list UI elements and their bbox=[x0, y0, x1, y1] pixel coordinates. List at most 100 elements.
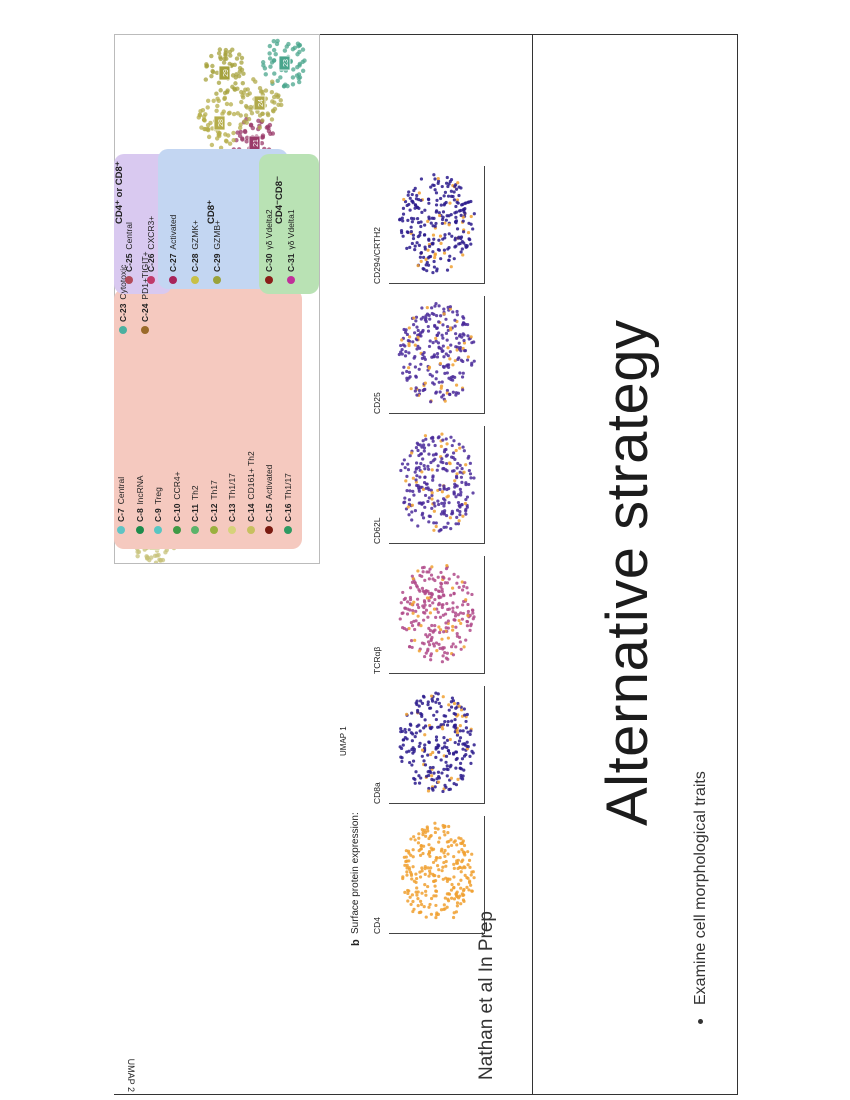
umap-cluster-28 bbox=[196, 95, 243, 150]
marker-plot-cd62l bbox=[389, 426, 485, 544]
bullet-text: Examine cell morphological traits bbox=[692, 771, 709, 1005]
legend-cluster-label: lncRNA bbox=[134, 475, 145, 505]
marker-scatter bbox=[398, 691, 476, 794]
slide-title: Alternative strategy bbox=[595, 319, 660, 826]
legend-swatch-icon bbox=[135, 526, 144, 534]
legend-cluster-id: C-27 bbox=[168, 253, 178, 272]
legend-cluster-id: C-29 bbox=[212, 253, 222, 272]
legend-item-c-25: C-25 Central bbox=[124, 222, 134, 284]
legend-item-c-8: C-8 lncRNA bbox=[135, 475, 145, 534]
legend-cluster-id: C-10 bbox=[171, 503, 182, 522]
marker-scatter bbox=[397, 302, 476, 404]
legend-cluster-label: Central bbox=[116, 476, 126, 505]
marker-label: CD62L bbox=[372, 517, 382, 544]
legend-swatch-icon bbox=[119, 326, 127, 334]
bullet-dot-icon bbox=[698, 1019, 704, 1024]
legend-cluster-label: GZMK+ bbox=[190, 220, 200, 250]
legend-swatch-icon bbox=[246, 526, 255, 534]
legend-cluster-id: C-26 bbox=[146, 253, 156, 272]
umap-cluster-label: 21 bbox=[253, 139, 260, 147]
legend-swatch-icon bbox=[213, 276, 221, 284]
marker-scatter bbox=[398, 563, 476, 664]
legend-cluster-id: C-25 bbox=[124, 253, 134, 272]
marker-label: TCRαβ bbox=[372, 646, 382, 674]
legend-cluster-label: GZMB+ bbox=[212, 220, 222, 250]
legend-cluster-id: C-30 bbox=[264, 253, 274, 272]
legend-swatch-icon bbox=[172, 526, 181, 534]
legend-item-c-30: C-30 γδ Vdelta2 bbox=[264, 209, 274, 284]
legend-cluster-id: C-12 bbox=[208, 503, 219, 522]
marker-plot-cd25 bbox=[389, 296, 485, 414]
legend-cluster-label: Th2 bbox=[190, 485, 200, 501]
legend-cluster-label: Central bbox=[124, 222, 134, 250]
legend-cluster-label: Activated bbox=[168, 214, 178, 250]
legend-cluster-label: CCR4+ bbox=[171, 471, 182, 500]
umap-cluster-label: 24 bbox=[258, 99, 265, 107]
legend-swatch-icon bbox=[154, 526, 162, 534]
umap-cluster-chip bbox=[218, 65, 231, 81]
legend-swatch-icon bbox=[191, 276, 199, 284]
umap-cluster-chip bbox=[213, 115, 226, 131]
legend-item-c-12: C-12 Th17 bbox=[209, 480, 219, 534]
page-top-rule bbox=[114, 34, 738, 35]
umap-cluster-label: 28 bbox=[218, 119, 225, 127]
umap-cluster-chip bbox=[253, 95, 266, 111]
legend-cluster-label: Th1/17 bbox=[282, 473, 293, 500]
marker-plot-cd294-crth2 bbox=[389, 166, 485, 284]
page-right-rule bbox=[737, 34, 738, 1094]
legend-cluster-id: C-31 bbox=[286, 253, 296, 272]
marker-scatter bbox=[398, 173, 476, 275]
legend-cluster-id: C-16 bbox=[282, 503, 293, 522]
panel-b-letter: b bbox=[350, 939, 362, 946]
legend-item-c-15: C-15 Activated bbox=[264, 465, 274, 534]
legend-cluster-label: Activated bbox=[264, 464, 274, 500]
legend-cluster-label: Th1/17 bbox=[227, 473, 237, 500]
marker-plot-tcr- bbox=[389, 556, 485, 674]
umap-cluster-label: 23 bbox=[283, 59, 290, 67]
legend-item-c-27: C-27 Activated bbox=[168, 215, 178, 284]
legend-swatch-icon bbox=[283, 526, 292, 534]
legend-cluster-id: C-7 bbox=[116, 508, 126, 522]
cd4-or-cd8-heading: CD4⁺ or CD8⁺ bbox=[114, 161, 125, 224]
legend-cluster-id: C-13 bbox=[227, 503, 237, 522]
double-negative-heading: CD4⁻CD8⁻ bbox=[274, 175, 285, 224]
legend-item-c-11: C-11 Th2 bbox=[190, 485, 200, 534]
bullet-item: Examine cell morphological traits bbox=[692, 771, 710, 1024]
legend-cluster-label: CXCR3+ bbox=[146, 215, 156, 250]
legend-swatch-icon bbox=[228, 526, 236, 534]
legend-swatch-icon bbox=[125, 276, 133, 284]
legend-item-c-29: C-29 GZMB+ bbox=[212, 220, 222, 284]
legend-item-c-10: C-10 CCR4+ bbox=[172, 471, 182, 534]
legend-item-c-16: C-16 Th1/17 bbox=[283, 473, 293, 534]
rotated-slide: 1411681017181559312123242928272625 UMAP … bbox=[114, 34, 709, 1094]
page-bottom-rule bbox=[114, 1094, 738, 1095]
legend-cluster-id: C-15 bbox=[264, 503, 274, 522]
legend-cluster-id: C-14 bbox=[245, 503, 256, 522]
marker-plot-cd8a bbox=[389, 686, 485, 804]
legend-swatch-icon bbox=[117, 526, 125, 534]
legend-swatch-icon bbox=[169, 276, 177, 284]
marker-label: CD294/CRTH2 bbox=[372, 226, 382, 284]
umap-cluster-label: 29 bbox=[223, 69, 230, 77]
legend-swatch-icon bbox=[287, 276, 295, 284]
umap-y-axis-label: UMAP 2 bbox=[126, 1058, 136, 1092]
marker-label: CD8a bbox=[372, 782, 382, 804]
legend-cluster-label: CD161+ Th2 bbox=[245, 451, 256, 500]
legend-item-c-31: C-31 γδ Vdelta1 bbox=[286, 209, 296, 284]
legend-swatch-icon bbox=[147, 276, 155, 284]
legend-item-c-9: C-9 Treg bbox=[153, 487, 163, 534]
cd8-heading: CD8⁺ bbox=[206, 199, 217, 224]
legend-swatch-icon bbox=[191, 526, 199, 534]
legend-cluster-id: C-23 bbox=[118, 303, 128, 322]
legend-cluster-label: γδ Vdelta1 bbox=[286, 209, 296, 250]
legend-item-c-14: C-14 CD161+ Th2 bbox=[246, 451, 256, 534]
marker-scatter bbox=[401, 821, 476, 920]
legend-cluster-id: C-24 bbox=[140, 303, 150, 322]
legend-item-c-13: C-13 Th1/17 bbox=[227, 473, 237, 534]
slide-divider-line bbox=[532, 34, 533, 1094]
legend-item-c-28: C-28 GZMK+ bbox=[190, 220, 200, 284]
legend-item-c-26: C-26 CXCR3+ bbox=[146, 216, 156, 284]
legend-swatch-icon bbox=[265, 526, 273, 534]
legend-cluster-id: C-28 bbox=[190, 253, 200, 272]
legend-cluster-label: Treg bbox=[153, 487, 163, 505]
